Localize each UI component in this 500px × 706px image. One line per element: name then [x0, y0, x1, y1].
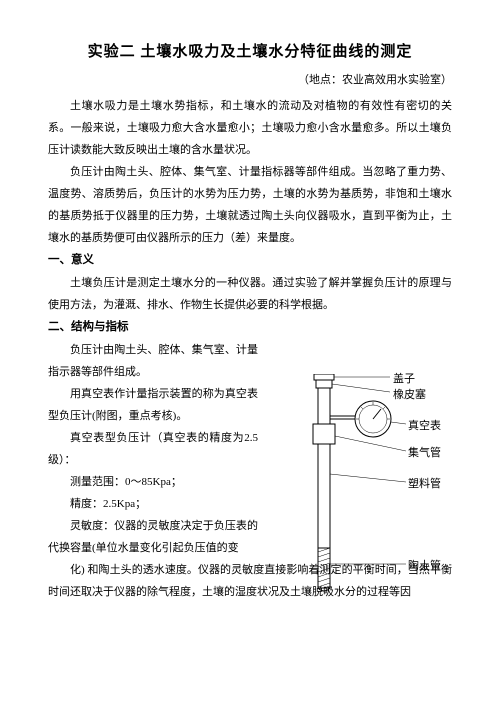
- label-gauge: 真空表: [408, 417, 441, 433]
- section-heading-2: 二、结构与指标: [48, 316, 452, 339]
- label-collector: 集气管: [408, 444, 441, 460]
- paragraph-9: 灵敏度：仪器的灵敏度决定于负压表的代换容量(单位水量变化引起负压值的变: [48, 515, 258, 559]
- paragraph-5: 用真空表作计量指示装置的称为真空表型负压计(附图，重点考核)。: [48, 383, 258, 427]
- label-cap: 盖子: [393, 370, 415, 386]
- experiment-title: 实验二 土壤水吸力及土壤水分特征曲线的测定: [48, 40, 452, 61]
- label-plastic: 塑料管: [408, 475, 441, 491]
- paragraph-4: 负压计由陶土头、腔体、集气室、计量指示器等部件组成。: [48, 339, 258, 383]
- paragraph-3: 土壤负压计是测定土壤水分的一种仪器。通过实验了解并掌握负压计的原理与使用方法，为…: [48, 272, 452, 316]
- paragraph-8: 精度：2.5Kpa；: [48, 493, 258, 515]
- tensiometer-diagram: 盖子 橡皮塞 真空表 集气管 塑料管 陶土管: [278, 374, 448, 624]
- label-ceramic: 陶土管: [408, 557, 441, 573]
- location-line: （地点：农业高效用水实验室）: [48, 71, 452, 87]
- paragraph-1: 土壤水吸力是土壤水势指标，和土壤水的流动及对植物的有效性有密切的关系。一般来说，…: [48, 95, 452, 161]
- label-plug: 橡皮塞: [393, 386, 426, 402]
- tensiometer-svg: [278, 374, 448, 624]
- paragraph-6: 真空表型负压计（真空表的精度为2.5级）：: [48, 427, 258, 471]
- section-heading-1: 一、意义: [48, 249, 452, 272]
- paragraph-7: 测量范围：0～85Kpa；: [48, 471, 258, 493]
- paragraph-2: 负压计由陶土头、腔体、集气室、计量指标器等部件组成。当忽略了重力势、温度势、溶质…: [48, 161, 452, 249]
- structure-text-column: 负压计由陶土头、腔体、集气室、计量指示器等部件组成。 用真空表作计量指示装置的称…: [48, 339, 258, 559]
